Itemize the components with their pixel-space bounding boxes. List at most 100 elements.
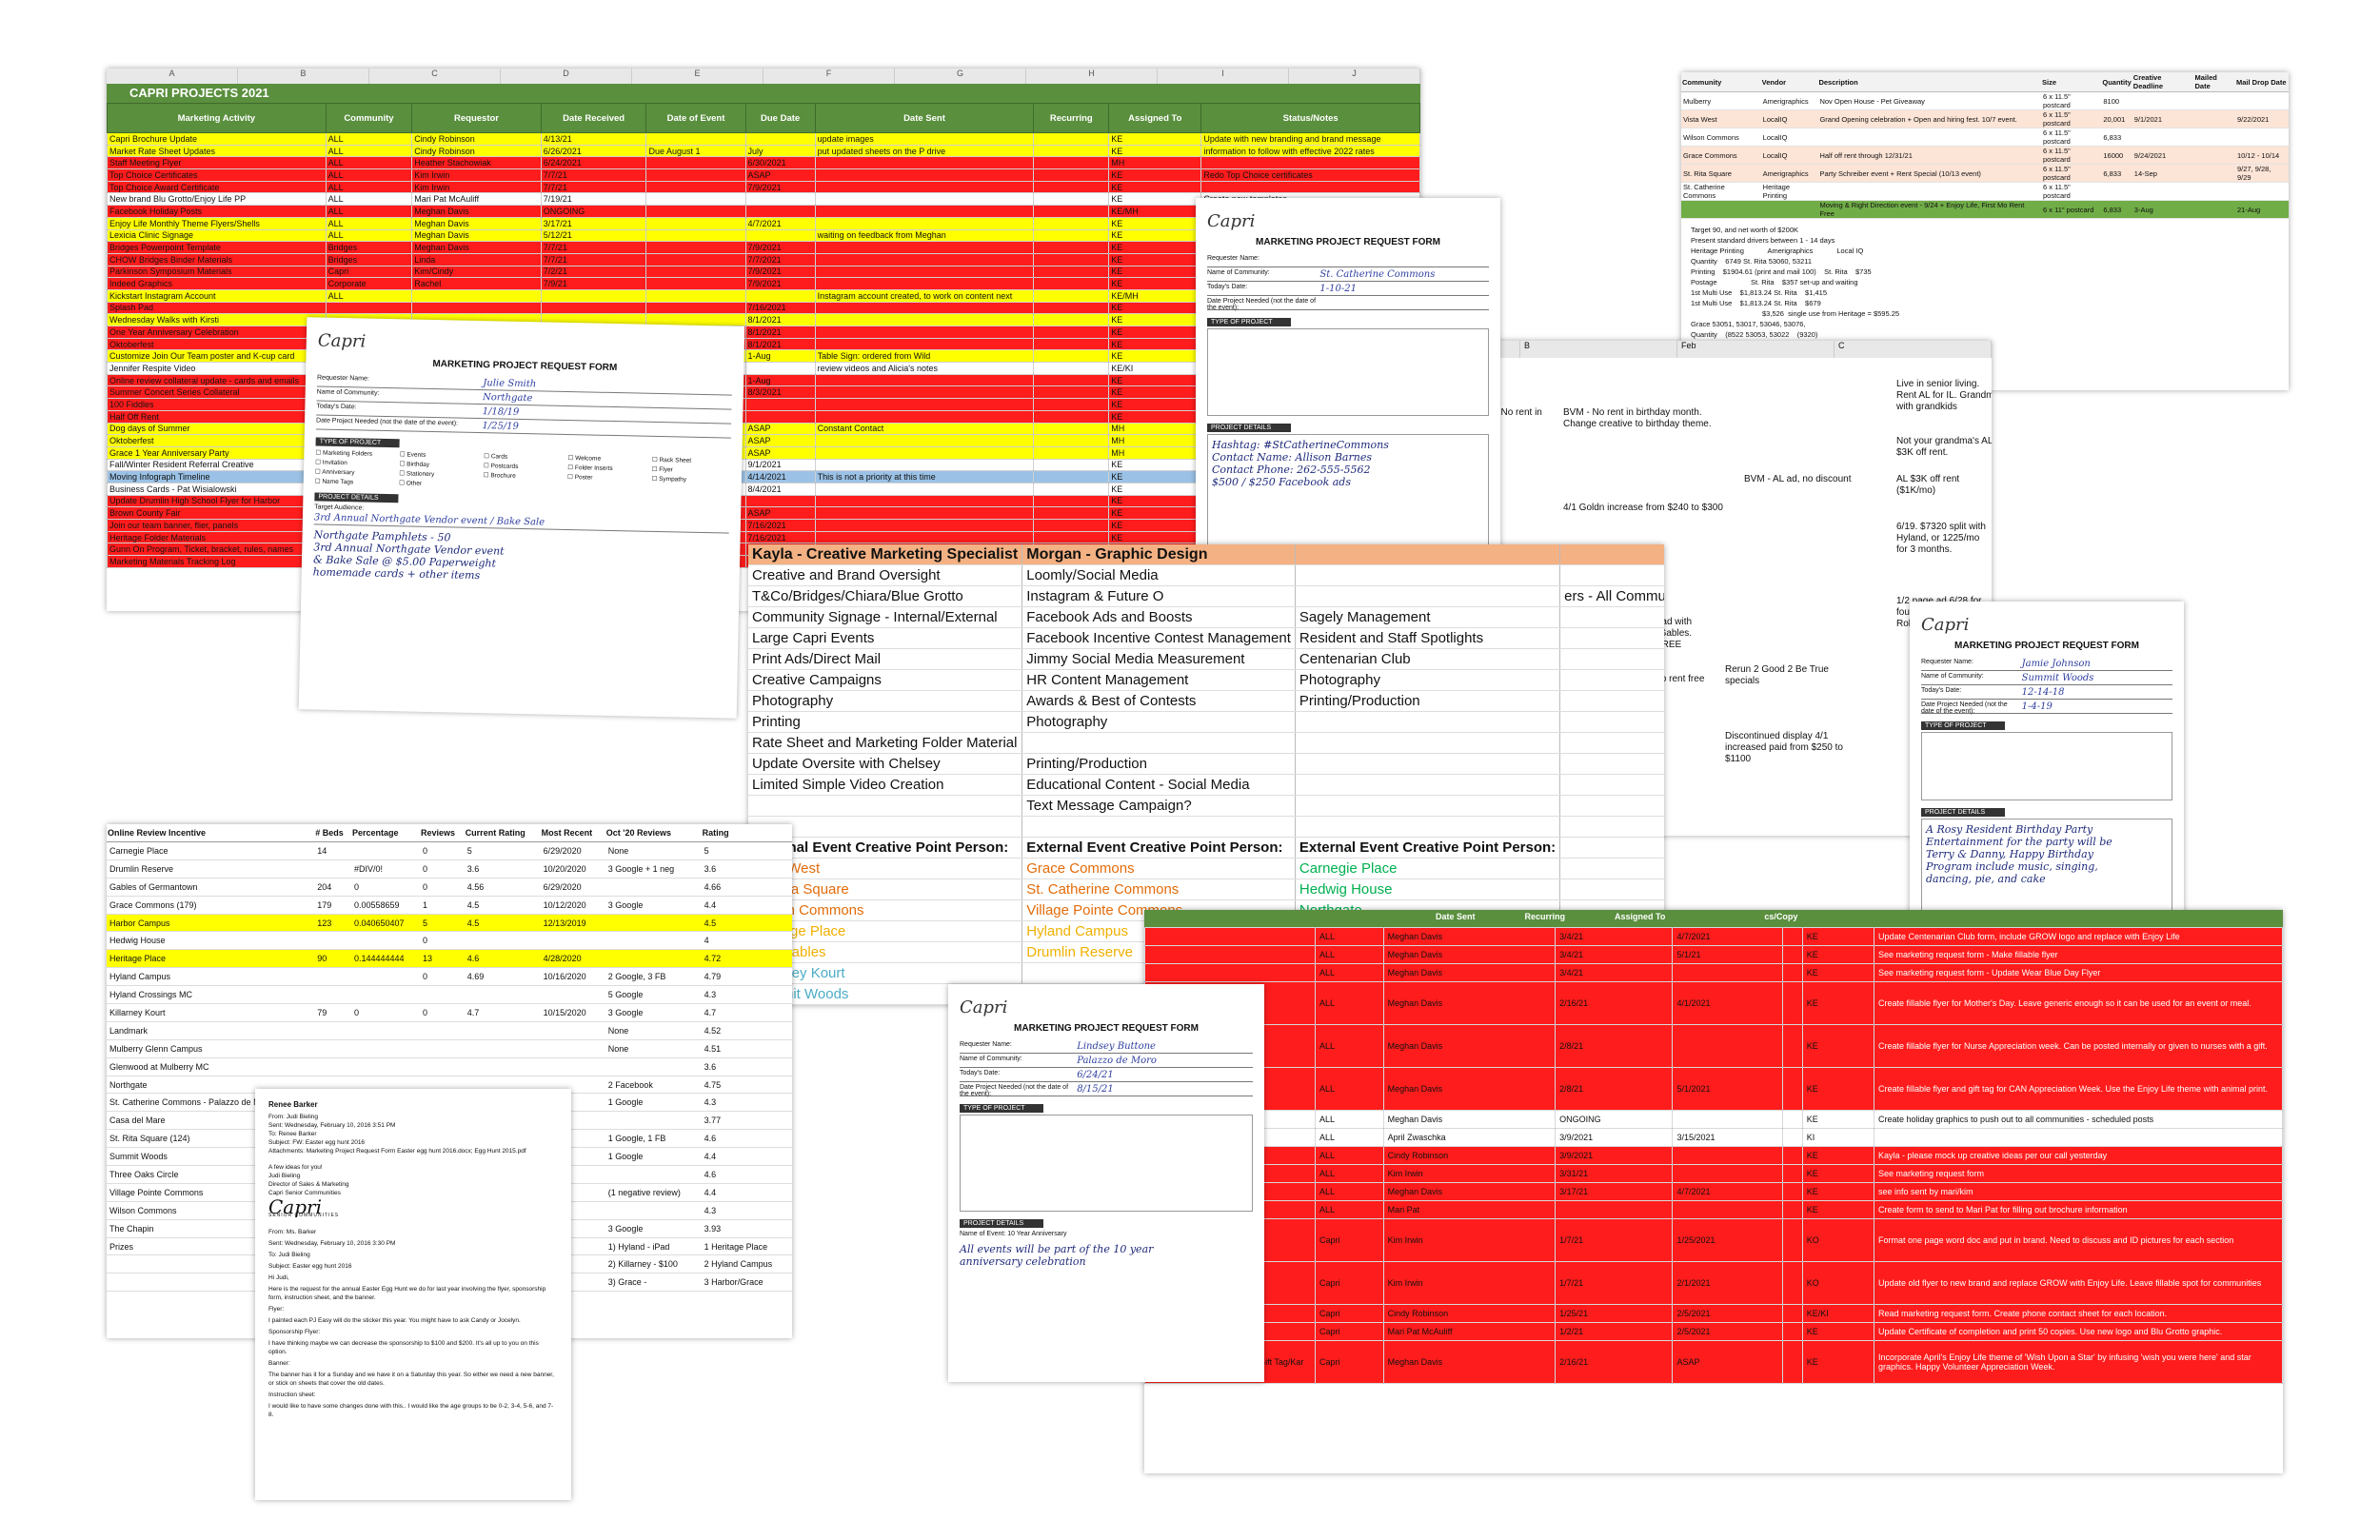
team-cell: Printing/Production — [1295, 690, 1561, 712]
email-thread-line: Instruction sheet: — [268, 1392, 316, 1398]
project-cell — [744, 362, 816, 375]
tracking-cell: See marketing request form — [1874, 1164, 2283, 1183]
team-row — [748, 816, 1664, 838]
team-cell: Jimmy Social Media Measurement — [1021, 648, 1296, 670]
vendor-cell: 6,833 — [2101, 128, 2132, 147]
project-header-cell: Recurring — [1033, 103, 1110, 133]
project-cell: Oktoberfest — [107, 434, 327, 447]
calc-line: Quantity 6749 St. Rita 53060, 53211 — [1691, 257, 1813, 266]
team-row: Limited Simple Video Creation Educational… — [748, 774, 1664, 796]
project-cell — [814, 216, 1035, 230]
form-field-line: Requester Name: — [1207, 255, 1489, 267]
team-cell: Awards & Best of Contests — [1021, 690, 1296, 712]
project-cell — [814, 506, 1035, 520]
vendor-cell — [2132, 128, 2194, 147]
review-cell: 4.7 — [464, 1003, 541, 1022]
tracking-cell: Capri — [1315, 1340, 1384, 1384]
project-cell: ALL — [325, 216, 413, 230]
project-cell: 7/9/2021 — [744, 265, 816, 279]
review-cell: #DIV/0! — [350, 859, 420, 879]
vendor-cell: Amerigraphics — [1760, 91, 1818, 110]
review-row: Landmark None 4.52 — [107, 1021, 792, 1040]
tracking-cell: Kim Irwin — [1382, 1261, 1557, 1305]
project-header-cell: Date Received — [540, 103, 647, 133]
project-cell — [814, 180, 1035, 194]
project-cell: 8/1/2021 — [744, 337, 816, 351]
project-cell: Kim Irwin — [411, 180, 542, 194]
review-cell: 3) Grace - — [605, 1273, 702, 1293]
form-field-label: Name of Community: — [1207, 269, 1270, 276]
form-field-line: Requester Name: Jamie Johnson — [1921, 659, 2172, 671]
review-cell: 5 — [701, 841, 792, 860]
checkbox-option: ☐ Anniversary — [314, 468, 355, 477]
project-cell: Meghan Davis — [411, 228, 542, 243]
tracking-cell: ASAP — [1672, 1340, 1783, 1384]
project-cell: KE — [1108, 530, 1202, 544]
project-cell — [645, 288, 746, 303]
project-cell: 7/9/2021 — [744, 277, 816, 290]
email-body-line: Director of Sales & Marketing — [268, 1181, 349, 1188]
review-cell: Killarney Kourt — [107, 1003, 315, 1022]
team-cell: Print Ads/Direct Mail — [748, 648, 1023, 670]
review-cell: None — [605, 1021, 702, 1040]
vendor-row: Mulberry Amerigraphics Nov Open House - Pe… — [1681, 91, 2289, 110]
review-cell — [540, 1021, 605, 1040]
checkbox-option: ☐ Flyer — [651, 465, 673, 474]
tracking-table: ALL Meghan Davis 3/4/21 4/7/2021 KE Update Ce… — [1144, 927, 2283, 1384]
team-row: Text Message Campaign? — [748, 795, 1664, 817]
review-cell: 2 Facebook — [605, 1076, 702, 1095]
review-header-cell: Reviews — [419, 824, 465, 842]
team-cell — [1295, 711, 1561, 733]
review-row: Harbor Campus 123 0.040650407 5 4.5 12/13/201… — [107, 914, 792, 933]
project-cell: Half Off Rent — [107, 409, 327, 424]
tracking-cell: ALL — [1315, 1024, 1384, 1068]
project-cell: KE — [1108, 216, 1202, 230]
project-cell: Oktoberfest — [107, 337, 327, 351]
project-cell: 7/19/21 — [540, 192, 647, 207]
project-header-cell: Date Sent — [814, 103, 1035, 133]
project-cell — [645, 301, 746, 315]
handwritten-note: dancing, pie, and cake — [1926, 873, 2046, 885]
team-cell — [748, 816, 1023, 838]
form-field-label: Date Project Needed (not the date of the… — [1207, 298, 1317, 311]
review-cell: 0 — [350, 878, 420, 897]
calc-line: Quantity (8522 53053, 53022 (9320) — [1691, 330, 1818, 339]
tracking-cell: ALL — [1315, 927, 1384, 946]
event-header-cell: External Event Creative Point Person: — [748, 837, 1023, 859]
review-cell — [314, 1039, 351, 1058]
review-cell — [419, 1039, 465, 1058]
project-cell — [744, 192, 816, 207]
tracking-header: Date Sent Recurring Assigned To cs/Copy — [1144, 910, 2283, 927]
review-cell — [464, 985, 541, 1005]
sheet-title: CAPRI PROJECTS 2021 — [107, 84, 1420, 103]
project-cell: Heritage Folder Materials — [107, 530, 327, 544]
team-cell: Educational Content - Social Media — [1021, 774, 1296, 796]
project-cell: Grace 1 Year Anniversary Party — [107, 445, 327, 460]
project-cell — [1033, 373, 1110, 387]
team-cell — [1021, 732, 1296, 754]
project-cell — [1033, 362, 1110, 375]
project-cell — [645, 265, 746, 279]
tracking-cell: ALL — [1315, 1067, 1384, 1111]
tracking-cell: Create form to send to Mari Pat for fill… — [1874, 1200, 2283, 1219]
project-cell — [1033, 458, 1110, 472]
review-cell: 0.00558659 — [350, 896, 420, 915]
column-letter: Feb — [1677, 341, 1835, 358]
tracking-cell — [1144, 927, 1316, 946]
project-cell: 7/16/2021 — [744, 301, 816, 315]
project-cell: KE/MH — [1108, 288, 1202, 303]
form-field-label: Today's Date: — [316, 403, 357, 411]
project-cell: 8/1/2021 — [744, 313, 816, 326]
review-cell — [605, 931, 702, 951]
project-cell: KE — [1108, 252, 1202, 267]
review-cell — [605, 914, 702, 933]
project-cell: KE — [1108, 385, 1202, 400]
email-thread-line: Banner: — [268, 1360, 290, 1367]
tracking-cell: 2/16/21 — [1555, 1340, 1674, 1384]
tracking-header-cell: cs/Copy — [1764, 912, 1798, 921]
vendor-cell: 3-Aug — [2132, 200, 2194, 219]
tracking-cell — [1781, 945, 1803, 964]
project-cell: KE — [1108, 458, 1202, 472]
